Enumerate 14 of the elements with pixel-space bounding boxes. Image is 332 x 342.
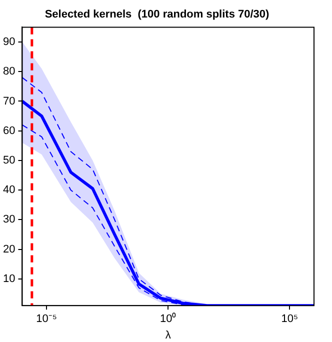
y-tick-label: 70 (2, 95, 16, 108)
y-tick-label: 90 (2, 36, 16, 48)
y-tick-label: 20 (2, 243, 16, 256)
x-axis-title: λ (165, 329, 172, 342)
x-tick-label: 10⁰ (160, 312, 176, 326)
x-tick-label: 10⁻⁵ (36, 313, 57, 326)
y-tick-label: 50 (2, 154, 16, 167)
y-tick-label: 30 (2, 214, 16, 226)
x-tick-label: 10⁵ (281, 313, 298, 326)
y-tick-label: 40 (2, 184, 16, 196)
y-tick-label: 80 (2, 66, 16, 78)
chart-title: Selected kernels (100 random splits 70/30) (44, 8, 270, 21)
y-tick-label: 60 (2, 124, 16, 137)
y-tick-label: 10 (2, 272, 16, 285)
